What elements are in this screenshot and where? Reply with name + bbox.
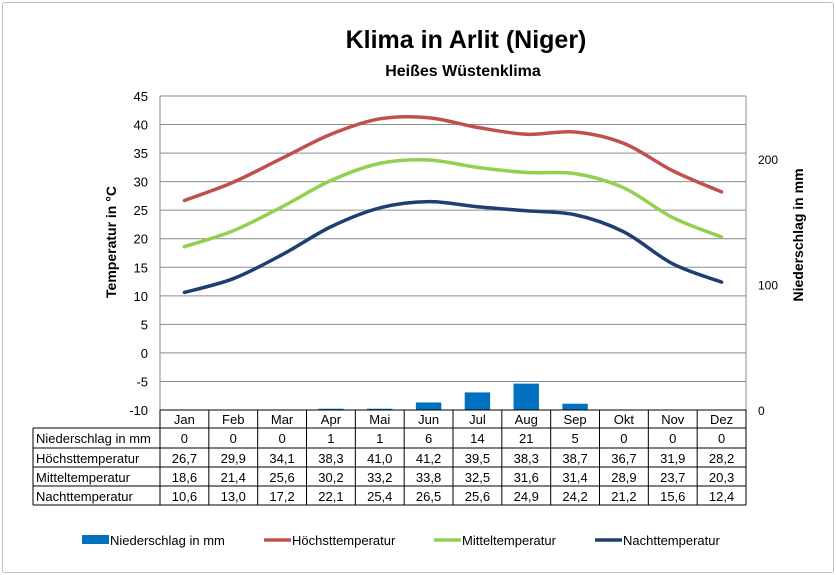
y-tick-label: 45 <box>134 89 148 104</box>
x-category-label: Mar <box>271 412 294 427</box>
x-category-label: Nov <box>661 412 685 427</box>
table-cell: 30,2 <box>318 470 343 485</box>
y-tick-label: 35 <box>134 146 148 161</box>
table-cell: 28,9 <box>611 470 636 485</box>
table-cell: 0 <box>718 431 725 446</box>
table-cell: 32,5 <box>465 470 490 485</box>
table-cell: 31,6 <box>514 470 539 485</box>
series-line-2 <box>182 157 724 249</box>
table-cell: 36,7 <box>611 451 636 466</box>
table-cell: 38,3 <box>318 451 343 466</box>
legend-swatch-bar <box>82 535 109 544</box>
table-cell: 20,3 <box>709 470 734 485</box>
table-cell: 6 <box>425 431 432 446</box>
table-cell: 28,2 <box>709 451 734 466</box>
y2-tick-label: 0 <box>758 404 765 418</box>
table-row-label: Höchsttemperatur <box>36 451 140 466</box>
table-cell: 21,4 <box>221 470 246 485</box>
table-cell: 39,5 <box>465 451 490 466</box>
chart-subtitle: Heißes Wüstenklima <box>385 63 541 80</box>
precipitation-bar <box>318 408 344 410</box>
y-tick-label: 40 <box>134 118 148 133</box>
table-cell: 10,6 <box>172 489 197 504</box>
table-cell: 34,1 <box>269 451 294 466</box>
y2-tick-label: 100 <box>758 278 778 292</box>
x-category-label: Sep <box>564 412 587 427</box>
x-category-label: Aug <box>515 412 538 427</box>
table-cell: 26,5 <box>416 489 441 504</box>
table-cell: 26,7 <box>172 451 197 466</box>
table-cell: 0 <box>181 431 188 446</box>
y-tick-label: 0 <box>141 346 148 361</box>
y-tick-label: 30 <box>134 175 148 190</box>
table-cell: 13,0 <box>221 489 246 504</box>
table-cell: 21,2 <box>611 489 636 504</box>
table-cell: 25,6 <box>465 489 490 504</box>
y-tick-label: -10 <box>129 403 148 418</box>
table-cell: 22,1 <box>318 489 343 504</box>
y-tick-label: -5 <box>136 374 148 389</box>
table-cell: 38,3 <box>514 451 539 466</box>
table-cell: 5 <box>571 431 578 446</box>
table-cell: 24,9 <box>514 489 539 504</box>
table-cell: 14 <box>470 431 484 446</box>
legend-label: Höchsttemperatur <box>292 533 396 548</box>
table-cell: 0 <box>230 431 237 446</box>
x-category-label: Okt <box>614 412 635 427</box>
x-category-label: Apr <box>321 412 342 427</box>
x-category-label: Feb <box>222 412 244 427</box>
y-tick-label: 15 <box>134 260 148 275</box>
table-cell: 41,0 <box>367 451 392 466</box>
y-axis-title: Temperatur in °C <box>103 186 119 298</box>
table-row-label: Nachttemperatur <box>36 489 133 504</box>
y2-axis-title: Niederschlag in mm <box>790 168 806 301</box>
x-category-label: Jun <box>418 412 439 427</box>
x-category-label: Jan <box>174 412 195 427</box>
precipitation-bar <box>415 402 442 410</box>
x-category-label: Mai <box>369 412 390 427</box>
y-tick-label: 25 <box>134 203 148 218</box>
precipitation-bar <box>513 383 539 410</box>
y-tick-label: 5 <box>141 317 148 332</box>
table-cell: 31,4 <box>562 470 587 485</box>
table-cell: 23,7 <box>660 470 685 485</box>
precipitation-bar <box>562 403 588 410</box>
table-cell: 33,8 <box>416 470 441 485</box>
table-cell: 1 <box>327 431 334 446</box>
series-line-3 <box>182 199 724 295</box>
table-cell: 31,9 <box>660 451 685 466</box>
table-cell: 33,2 <box>367 470 392 485</box>
table-cell: 21 <box>519 431 533 446</box>
y-tick-label: 10 <box>134 289 148 304</box>
table-cell: 24,2 <box>562 489 587 504</box>
chart-title: Klima in Arlit (Niger) <box>346 26 587 54</box>
table-row-label: Niederschlag in mm <box>36 431 151 446</box>
table-cell: 25,4 <box>367 489 392 504</box>
legend-label: Nachttemperatur <box>623 533 720 548</box>
table-cell: 0 <box>278 431 285 446</box>
table-cell: 0 <box>620 431 627 446</box>
table-cell: 1 <box>376 431 383 446</box>
y2-tick-label: 200 <box>758 153 778 167</box>
legend-label: Mitteltemperatur <box>462 533 557 548</box>
table-cell: 25,6 <box>269 470 294 485</box>
y-tick-label: 20 <box>134 232 148 247</box>
precipitation-bar <box>464 392 491 410</box>
legend-label: Niederschlag in mm <box>110 533 225 548</box>
table-cell: 12,4 <box>709 489 734 504</box>
x-category-label: Dez <box>710 412 733 427</box>
series-line-1 <box>182 114 724 203</box>
table-cell: 18,6 <box>172 470 197 485</box>
table-cell: 0 <box>669 431 676 446</box>
table-cell: 17,2 <box>269 489 294 504</box>
x-category-label: Jul <box>469 412 486 427</box>
table-cell: 41,2 <box>416 451 441 466</box>
table-cell: 38,7 <box>562 451 587 466</box>
table-cell: 15,6 <box>660 489 685 504</box>
table-row-label: Mitteltemperatur <box>36 470 131 485</box>
table-cell: 29,9 <box>221 451 246 466</box>
precipitation-bar <box>367 408 393 410</box>
